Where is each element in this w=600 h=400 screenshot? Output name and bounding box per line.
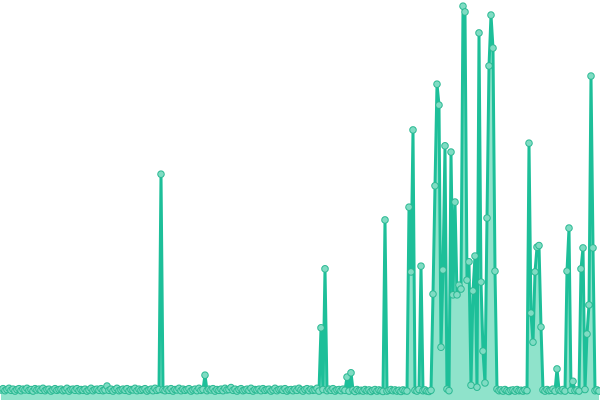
data-point bbox=[437, 343, 445, 352]
data-point bbox=[445, 386, 453, 395]
data-point bbox=[447, 148, 455, 156]
data-point bbox=[531, 268, 539, 276]
data-point bbox=[525, 139, 533, 147]
data-point bbox=[589, 244, 597, 252]
data-point bbox=[409, 126, 417, 134]
data-point bbox=[381, 216, 389, 224]
data-point bbox=[457, 285, 465, 293]
data-point bbox=[579, 244, 587, 252]
data-point bbox=[463, 276, 471, 284]
data-point bbox=[535, 241, 543, 250]
data-point bbox=[563, 267, 571, 275]
data-point bbox=[439, 266, 447, 274]
data-point bbox=[587, 72, 595, 80]
data-point bbox=[583, 330, 591, 338]
data-point bbox=[529, 338, 537, 346]
data-point bbox=[321, 265, 329, 273]
data-point bbox=[441, 142, 449, 150]
data-point bbox=[403, 387, 411, 395]
data-point bbox=[157, 170, 165, 178]
data-point bbox=[317, 324, 325, 332]
data-point bbox=[429, 290, 437, 298]
data-point bbox=[347, 369, 355, 377]
data-point bbox=[201, 371, 209, 379]
data-point bbox=[405, 203, 413, 211]
data-point bbox=[427, 386, 435, 395]
data-point bbox=[431, 182, 439, 190]
data-point bbox=[489, 44, 497, 52]
data-point bbox=[585, 301, 593, 309]
data-point bbox=[451, 198, 459, 206]
data-point bbox=[537, 323, 545, 331]
data-point bbox=[569, 377, 577, 386]
series-line bbox=[0, 4, 600, 393]
data-point bbox=[471, 252, 479, 260]
data-point bbox=[461, 8, 469, 16]
data-point bbox=[485, 62, 493, 70]
data-point bbox=[417, 262, 425, 270]
data-point bbox=[435, 101, 443, 109]
data-point bbox=[407, 268, 415, 276]
data-point bbox=[487, 11, 495, 19]
data-point bbox=[475, 29, 483, 37]
data-point bbox=[469, 287, 477, 295]
data-point bbox=[453, 291, 461, 299]
data-point bbox=[491, 267, 499, 275]
data-point bbox=[465, 258, 473, 266]
data-point bbox=[479, 347, 487, 355]
data-point bbox=[581, 385, 589, 394]
data-point bbox=[481, 379, 489, 387]
data-point bbox=[595, 387, 600, 395]
data-point bbox=[483, 214, 491, 222]
series-area-fill bbox=[1, 6, 599, 400]
data-point bbox=[553, 365, 561, 373]
data-point bbox=[473, 383, 481, 391]
data-point bbox=[433, 80, 441, 88]
data-point bbox=[577, 265, 585, 273]
data-point bbox=[527, 309, 535, 317]
data-point bbox=[565, 224, 573, 232]
data-point bbox=[523, 386, 531, 395]
data-point bbox=[477, 278, 485, 286]
